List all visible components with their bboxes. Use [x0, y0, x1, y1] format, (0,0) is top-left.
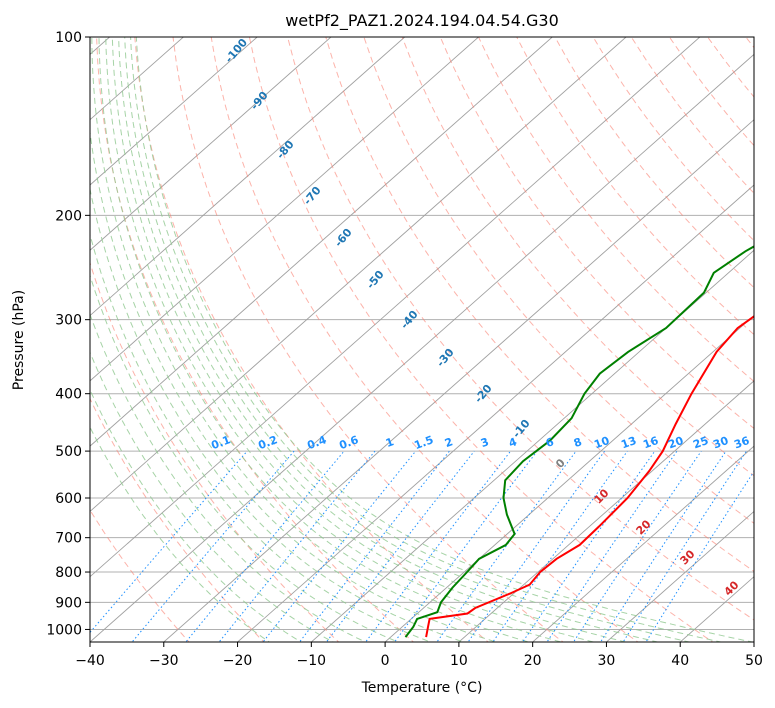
moist-adiabat-line [91, 37, 531, 642]
moist-adiabat-line [118, 37, 660, 642]
axes: −40 −30 −20 −10 0 10 20 30 40 50 1000 900 800 700 600 5… [46, 30, 763, 669]
isotherm-line [163, 119, 754, 642]
mixing-ratio-label: 2 [443, 435, 455, 450]
dry-adiabat-line [90, 261, 340, 642]
isotherm-line [458, 380, 754, 642]
isotherm-line [236, 184, 754, 642]
mixing-ratio-line [467, 450, 606, 642]
y-tick-label: 400 [55, 387, 82, 403]
profile-lines [404, 245, 754, 638]
dry-adiabat-line [478, 37, 754, 383]
isotherm-line [90, 37, 480, 382]
mixing-ratio-line [645, 470, 754, 642]
y-tick-label: 1000 [46, 622, 82, 638]
x-tick-label: 30 [598, 653, 616, 669]
x-tick-label: 10 [450, 653, 468, 669]
moist-adiabat-line [90, 273, 400, 642]
mixing-ratio-line [436, 450, 577, 642]
mixing-ratio-line [262, 450, 417, 642]
mixing-ratio-line [492, 450, 628, 642]
y-tick-label: 700 [55, 531, 82, 547]
isotherm-line [90, 37, 553, 447]
temperature-profile-line [425, 315, 754, 638]
mixing-ratio-label: 1.5 [412, 433, 435, 452]
dry-adiabat-line [516, 37, 754, 336]
plot-frame [89, 36, 755, 643]
isotherm-line [90, 37, 406, 317]
dry-adiabat-line [363, 37, 754, 524]
mixing-ratio-line [90, 450, 248, 634]
y-tick-label: 800 [55, 565, 82, 581]
mixing-ratio-label: 0.1 [209, 433, 232, 452]
mixing-ratio-line [546, 450, 678, 642]
dry-adiabat-line [90, 509, 190, 642]
y-tick-label: 500 [55, 444, 82, 460]
dewpoint-profile-line [404, 245, 754, 638]
mixing-ratio-label: 13 [619, 434, 638, 451]
isotherm-line [90, 37, 332, 251]
mixing-ratio-label: 25 [691, 434, 710, 451]
mixing-ratio-label: 6 [544, 435, 556, 450]
x-tick-label: −40 [75, 653, 105, 669]
dry-adiabat-line [287, 37, 754, 621]
mixing-ratio-label: 0.4 [305, 433, 328, 452]
mixing-ratio-line [393, 450, 538, 642]
isotherm-line [531, 445, 754, 642]
mixing-ratio-label: 10 [592, 434, 611, 452]
mixing-ratio-label: 20 [666, 434, 685, 452]
dry-adiabat-line [401, 37, 754, 477]
moist-adiabat-line [90, 351, 335, 642]
x-tick-label: 0 [381, 653, 390, 669]
mixing-ratio-line [600, 450, 727, 642]
isotherm-line [90, 37, 627, 513]
y-axis-title: Pressure (hPa) [11, 290, 27, 390]
isotherm-line [310, 249, 754, 642]
mixing-ratio-label: 1 [384, 435, 396, 450]
mixing-ratio-line [572, 450, 702, 642]
moist-adiabat-line [105, 37, 596, 642]
isotherm-line [90, 37, 258, 186]
dry-adiabat-line [439, 37, 754, 430]
y-tick-label: 300 [55, 313, 82, 329]
x-tick-label: −20 [223, 653, 253, 669]
mixing-ratio-label: 0.2 [256, 433, 279, 452]
moist-adiabat-line [98, 37, 564, 642]
y-tick-label: 900 [55, 595, 82, 611]
mixing-ratio-label: 30 [711, 434, 730, 452]
y-tick-label: 100 [55, 30, 82, 46]
x-tick-label: 50 [745, 653, 763, 669]
isotherm-line [90, 53, 754, 642]
moist-adiabat-line [90, 186, 465, 642]
dry-adiabat-line [554, 37, 754, 289]
mixing-ratio-line [622, 450, 747, 642]
mixing-ratio-line [325, 450, 475, 642]
isotherm-line [90, 37, 701, 578]
dry-adiabat-line [96, 37, 415, 642]
x-tick-label: 20 [524, 653, 542, 669]
moist-adiabat-line [135, 37, 754, 642]
mixing-ratio-label: 4 [507, 435, 519, 450]
x-tick-label: −30 [149, 653, 179, 669]
mixing-ratio-label: 16 [641, 434, 660, 452]
moist-adiabat-line [90, 232, 433, 642]
mixing-ratio-label: 36 [732, 434, 751, 452]
mixing-ratio-label: 0.6 [337, 433, 360, 452]
x-tick-label: 40 [671, 653, 689, 669]
y-tick-label: 600 [55, 491, 82, 507]
chart-title: wetPf2_PAZ1.2024.194.04.54.G30 [285, 11, 559, 31]
x-axis-title: Temperature (°C) [361, 680, 483, 696]
dry-adiabat-line [172, 37, 564, 642]
mixing-ratio-label: 8 [572, 435, 584, 450]
dry-adiabat-line [248, 37, 714, 642]
moist-adiabat-line [90, 426, 271, 642]
isotherm-line [605, 510, 754, 642]
moist-adiabat-line [124, 37, 692, 642]
y-tick-label: 200 [55, 208, 82, 224]
x-tick-label: −10 [297, 653, 327, 669]
mixing-ratio-line [522, 450, 656, 642]
moist-adiabat-line [90, 388, 303, 642]
mixing-ratio-label: 3 [479, 435, 491, 450]
mixing-ratio-line [218, 450, 376, 642]
